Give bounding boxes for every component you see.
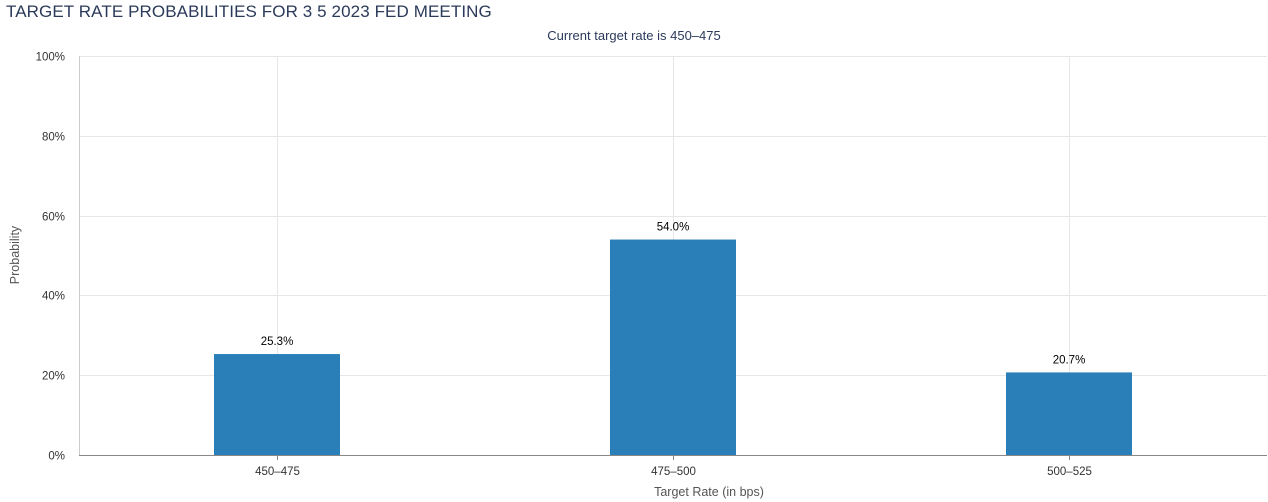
y-tick-label: 20%: [42, 371, 65, 383]
bar: [1006, 372, 1132, 455]
x-tick-label: 500–525: [1047, 466, 1092, 478]
bar: [610, 239, 736, 455]
axes: 0% 20% 40% 60% 80% 100% 450–475 475–500 500–525: [36, 52, 1267, 478]
data-label: 54.0%: [657, 222, 690, 234]
y-tick-label: 100%: [36, 52, 65, 64]
x-tick-label: 475–500: [651, 466, 696, 478]
bar: [214, 354, 340, 455]
data-label: 25.3%: [261, 336, 294, 348]
x-tick-label: 450–475: [255, 466, 300, 478]
y-axis-title: Probability: [8, 225, 22, 284]
y-tick-label: 80%: [42, 132, 65, 144]
data-label: 20.7%: [1053, 354, 1086, 366]
y-tick-label: 0%: [48, 451, 65, 463]
bars: [214, 239, 1132, 455]
x-axis-title: Target Rate (in bps): [654, 485, 764, 499]
data-labels: 25.3% 54.0% 20.7%: [261, 222, 1086, 367]
y-tick-label: 60%: [42, 212, 65, 224]
chart-subtitle: Current target rate is 450–475: [547, 28, 721, 43]
y-tick-label: 40%: [42, 291, 65, 303]
chart-title: TARGET RATE PROBABILITIES FOR 3 5 2023 F…: [6, 2, 492, 21]
